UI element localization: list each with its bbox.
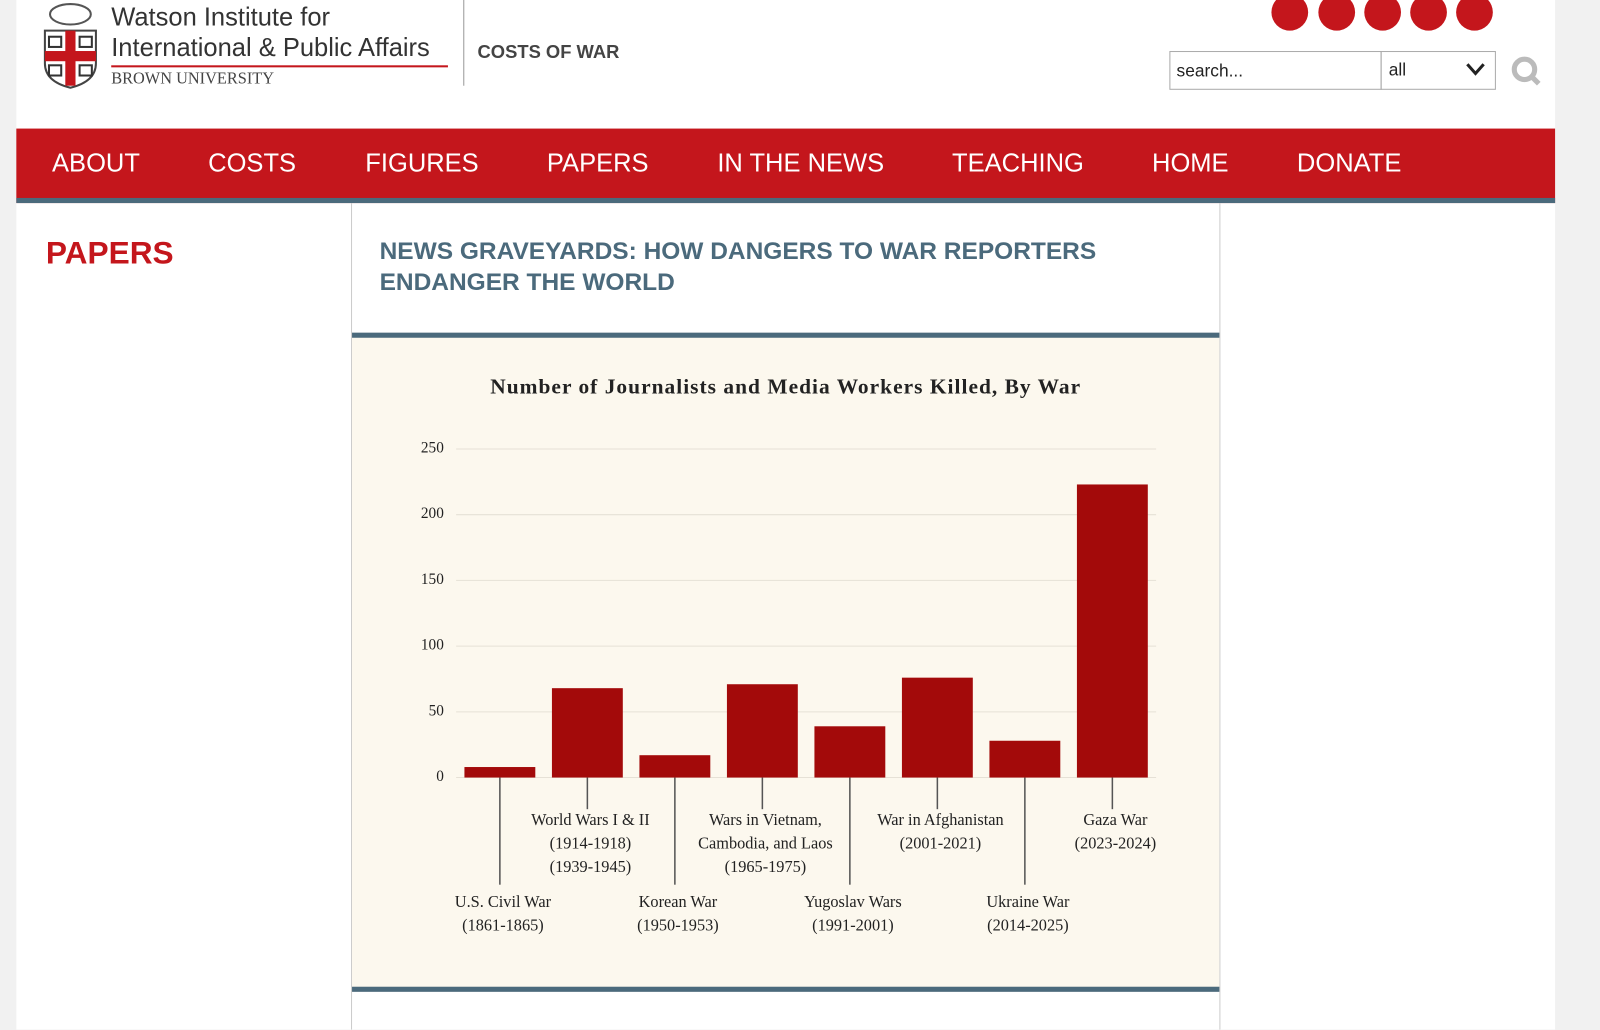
x-tick-label: Wars in Vietnam, bbox=[709, 810, 822, 829]
x-tick-label: Gaza War bbox=[1083, 810, 1148, 829]
facebook[interactable] bbox=[1271, 0, 1309, 31]
nav-item[interactable]: DONATE bbox=[1296, 148, 1402, 178]
institute-name: Watson Institute for bbox=[111, 3, 331, 32]
bar bbox=[464, 767, 536, 778]
site-name[interactable]: COSTS OF WAR bbox=[477, 41, 620, 63]
x-tick-label: (2001-2021) bbox=[900, 834, 982, 853]
social-icons bbox=[1271, 0, 1493, 31]
nav-item[interactable]: FIGURES bbox=[365, 148, 479, 178]
search-scope[interactable] bbox=[1380, 51, 1496, 90]
bar bbox=[1076, 484, 1148, 778]
x-tick-label: Cambodia, and Laos bbox=[698, 834, 833, 853]
x-tick-label: (1914-1918) bbox=[550, 834, 632, 853]
y-tick-label: 0 bbox=[436, 768, 444, 785]
sidebar-title: PAPERS bbox=[45, 234, 174, 271]
bar bbox=[639, 755, 711, 778]
x-tick-label: (1991-2001) bbox=[812, 915, 894, 934]
search-scope-text: all bbox=[1388, 60, 1407, 80]
x-tick-label: War in Afghanistan bbox=[877, 810, 1003, 829]
search-button[interactable] bbox=[1510, 55, 1543, 88]
x-tick-label: (1861-1865) bbox=[462, 915, 544, 934]
bar bbox=[814, 726, 886, 778]
chart-title: Number of Journalists and Media Workers … bbox=[490, 375, 1081, 399]
chart: Number of Journalists and Media Workers … bbox=[421, 375, 1157, 935]
y-tick-label: 50 bbox=[429, 702, 445, 719]
x-tick-label: (1950-1953) bbox=[637, 915, 719, 934]
search-placeholder: search... bbox=[1176, 61, 1244, 81]
university: BROWN UNIVERSITY bbox=[111, 70, 275, 88]
content-column bbox=[351, 203, 1221, 1030]
logo bbox=[43, 3, 97, 89]
x-tick-label: Ukraine War bbox=[986, 892, 1070, 911]
x-tick-label: (1965-1975) bbox=[725, 857, 807, 876]
bar bbox=[989, 740, 1061, 778]
youtube[interactable] bbox=[1410, 0, 1447, 31]
bar bbox=[551, 688, 623, 778]
instagram[interactable] bbox=[1364, 0, 1402, 31]
x-tick-label: U.S. Civil War bbox=[455, 892, 552, 911]
twitter[interactable] bbox=[1318, 0, 1356, 31]
nav-bar bbox=[16, 128, 1556, 204]
bar bbox=[901, 677, 973, 778]
nav-item[interactable]: COSTS bbox=[208, 148, 297, 178]
nav-item[interactable]: ABOUT bbox=[52, 148, 140, 178]
y-tick-label: 200 bbox=[421, 505, 444, 522]
dropdown-arrow bbox=[1466, 63, 1485, 76]
nav-item[interactable]: TEACHING bbox=[952, 148, 1084, 178]
nav-item[interactable]: HOME bbox=[1152, 148, 1229, 178]
x-tick-label: Korean War bbox=[639, 892, 718, 911]
y-tick-label: 150 bbox=[421, 571, 444, 588]
x-tick-label: (2014-2025) bbox=[987, 915, 1069, 934]
chart-box bbox=[352, 332, 1220, 992]
email[interactable] bbox=[1456, 0, 1493, 31]
nav-item[interactable]: IN THE NEWS bbox=[717, 148, 885, 178]
x-tick-label: Yugoslav Wars bbox=[804, 892, 902, 911]
y-tick-label: 100 bbox=[421, 637, 444, 654]
article-title: NEWS GRAVEYARDS: HOW DANGERS TO WAR REPO… bbox=[379, 237, 1097, 296]
bar bbox=[726, 684, 798, 778]
x-tick-label: (1939-1945) bbox=[550, 857, 632, 876]
y-tick-label: 250 bbox=[421, 439, 444, 456]
x-tick-label: (2023-2024) bbox=[1075, 834, 1157, 853]
institute-name: International & Public Affairs bbox=[111, 33, 430, 63]
nav-item[interactable]: PAPERS bbox=[546, 148, 649, 178]
x-tick-label: World Wars I & II bbox=[531, 810, 649, 829]
